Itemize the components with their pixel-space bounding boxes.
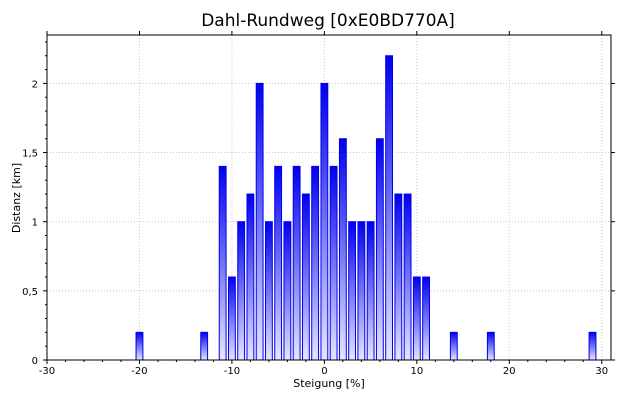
bar <box>283 221 292 361</box>
bar <box>237 221 246 361</box>
y-tick-label: 0 <box>32 356 38 367</box>
x-tick-label: 20 <box>503 366 516 377</box>
y-tick-label: 0,5 <box>22 287 38 298</box>
bar <box>338 138 347 361</box>
x-tick-label: 10 <box>410 366 423 377</box>
bar <box>228 276 236 361</box>
bar <box>329 165 338 361</box>
bar <box>486 331 495 361</box>
bar <box>274 165 283 361</box>
bar <box>403 193 412 361</box>
bar <box>320 82 329 361</box>
x-tick-label: -20 <box>131 366 147 377</box>
bar <box>200 331 209 361</box>
x-tick-label: 30 <box>595 366 608 377</box>
bar <box>449 331 458 361</box>
bar <box>264 221 273 361</box>
bar <box>348 221 357 361</box>
bar <box>588 331 597 361</box>
bar <box>357 221 366 361</box>
bar <box>135 331 144 361</box>
y-tick-label: 1,5 <box>22 149 38 160</box>
bar <box>301 193 310 361</box>
bar <box>385 55 394 361</box>
x-axis-label: Steigung [%] <box>293 377 365 390</box>
bar <box>366 221 375 361</box>
plot-frame <box>46 34 612 361</box>
bar <box>292 165 301 361</box>
bar <box>246 193 255 361</box>
x-tick-label: 0 <box>321 366 327 377</box>
bar <box>255 82 264 361</box>
bar <box>311 165 320 361</box>
chart-title: Dahl-Rundweg [0xE0BD770A] <box>201 11 455 31</box>
y-axis-label: Distanz [km] <box>10 163 23 233</box>
axis-ticks: -30 -20 -10 0 10 20 30 0 0,5 1 1,5 2 <box>22 31 615 377</box>
bar <box>394 193 403 361</box>
x-tick-label: -10 <box>224 366 240 377</box>
y-tick-label: 2 <box>32 79 38 90</box>
bars <box>135 55 597 361</box>
bar <box>422 276 431 361</box>
bar <box>218 165 227 361</box>
grid-lines <box>46 35 611 360</box>
y-tick-label: 1 <box>32 218 38 229</box>
bar <box>412 276 421 361</box>
x-tick-label: -30 <box>39 366 55 377</box>
bar <box>375 138 384 361</box>
